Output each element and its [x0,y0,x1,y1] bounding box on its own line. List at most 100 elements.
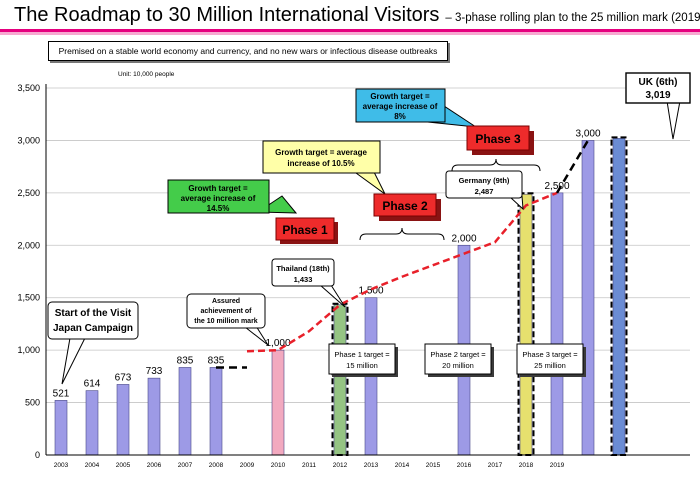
assured-line1: Assured [212,298,240,305]
page-title: The Roadmap to 30 Million International … [14,4,700,27]
x-tick-label: 2010 [271,462,286,469]
header-rule-pink [0,32,700,35]
data-label: 733 [146,366,163,377]
y-tick-label: 1,000 [17,345,40,355]
growth-target-1-line2: average increase of [181,194,256,203]
title-text: The Roadmap to 30 Million International … [14,4,440,26]
x-tick-label: 2015 [426,462,441,469]
bar-dashed-outline [610,136,628,456]
data-label: 2,000 [451,233,476,244]
bar-2005 [116,384,130,456]
x-tick-label: 2009 [240,462,255,469]
assured-callout: Assured achievement of the 10 million ma… [186,293,269,346]
y-tick-label: 0 [35,450,40,460]
start-campaign-line2: Japan Campaign [53,323,133,334]
phase1-target-line1: Phase 1 target = [334,350,390,359]
growth-target-3-callout: Growth target = average increase of 8% [355,88,477,128]
x-tick-label: 2011 [302,462,316,469]
x-tick-label: 2016 [457,462,472,469]
phase3-brace [451,158,541,172]
data-label: 835 [177,355,194,366]
bar-extra-17 [581,140,595,456]
phase1-label-box: Phase 1 [275,217,338,244]
thailand-value: 1,433 [294,275,313,284]
bar-2006 [147,377,161,456]
phase1-target-box: Phase 1 target = 15 million [328,343,398,377]
growth-target-3-line2: average increase of [363,102,438,111]
x-tick-label: 2004 [85,462,100,469]
growth-target-1-line1: Growth target = [188,184,248,193]
bar-extra-18 [612,138,626,456]
phase2-target-box: Phase 2 target = 20 million [424,343,494,377]
data-label: 2,500 [544,181,569,192]
bar-2003 [54,400,68,456]
phase2-label-box: Phase 2 [373,193,441,221]
phase3-label-box: Phase 3 [466,125,534,155]
y-tick-label: 1,500 [17,293,40,303]
germany-value: 2,487 [475,187,494,196]
bar-layer: 521 614 673 733 835 835 1,000 1,500 2,000 2,500 3,… [53,128,628,457]
y-tick-label: 3,500 [17,83,40,93]
growth-target-2-line1: Growth target = average [275,148,367,157]
phase3-target-line1: Phase 3 target = [522,350,578,359]
growth-target-1-callout: Growth target = average increase of 14.5… [167,179,298,214]
start-campaign-callout: Start of the Visit Japan Campaign [47,301,139,385]
y-tick-label: 500 [25,398,40,408]
phase1-label: Phase 1 [282,223,328,237]
phase3-target-line2: 25 million [534,361,566,370]
thailand-callout: Thailand (18th) 1,433 [271,258,346,308]
trend-layer [216,139,590,369]
bar-2008 [209,367,223,456]
bar-2004 [85,390,99,456]
x-tick-label: 2005 [116,462,131,469]
y-tick-label: 3,000 [17,135,40,145]
bar-2007 [178,367,192,456]
data-label: 1,000 [265,338,290,349]
phase3-label: Phase 3 [475,132,521,146]
uk-value: 3,019 [645,90,670,101]
bar-2019 [550,192,564,456]
x-tick-label: 2017 [488,462,503,469]
growth-target-1-line3: 14.5% [207,204,230,213]
growth-target-2-line2: increase of 10.5% [287,159,354,168]
uk-callout: UK (6th) 3,019 [625,72,691,140]
header: The Roadmap to 30 Million International … [0,0,700,35]
trend-line-red [246,191,558,353]
phase2-brace [359,227,445,241]
assured-line2: achievement of [201,308,253,315]
x-tick-label: 2012 [333,462,348,469]
phase2-label: Phase 2 [382,199,428,213]
assured-line3: the 10 million mark [194,318,258,325]
phase3-target-box: Phase 3 target = 25 million [516,343,586,377]
trend-line-black-end [555,139,590,194]
x-tick-label: 2006 [147,462,162,469]
phase2-target-line1: Phase 2 target = [430,350,486,359]
data-label: 835 [208,355,225,366]
data-label: 3,000 [575,128,600,139]
bar-2010 [271,349,285,456]
data-label: 1,500 [358,286,383,297]
bar-2012 [333,304,347,456]
x-tick-label: 2018 [519,462,534,469]
data-label: 521 [53,388,70,399]
start-campaign-line1: Start of the Visit [55,308,132,319]
axis-layer: 0 500 1,000 1,500 2,000 2,500 3,000 3,500 2003 20… [17,83,690,469]
growth-target-2-callout: Growth target = average increase of 10.5… [262,140,386,195]
data-label: 614 [84,379,101,390]
x-tick-label: 2019 [550,462,565,469]
x-tick-label: 2003 [54,462,69,469]
y-tick-label: 2,000 [17,240,40,250]
header-rule-magenta [0,29,700,32]
growth-target-3-line3: 8% [394,112,406,121]
x-tick-label: 2013 [364,462,379,469]
phase1-target-line2: 15 million [346,361,378,370]
bar-2018 [519,193,533,456]
germany-callout: Germany (9th) 2,487 [445,170,524,211]
page-subtitle: – 3-phase rolling plan to the 25 million… [445,12,700,24]
growth-target-3-line1: Growth target = [370,92,430,101]
premise-box: Premised on a stable world economy and c… [48,41,448,61]
uk-label: UK (6th) [639,77,678,88]
unit-label: Unit: 10,000 people [118,71,175,78]
x-tick-label: 2008 [209,462,224,469]
